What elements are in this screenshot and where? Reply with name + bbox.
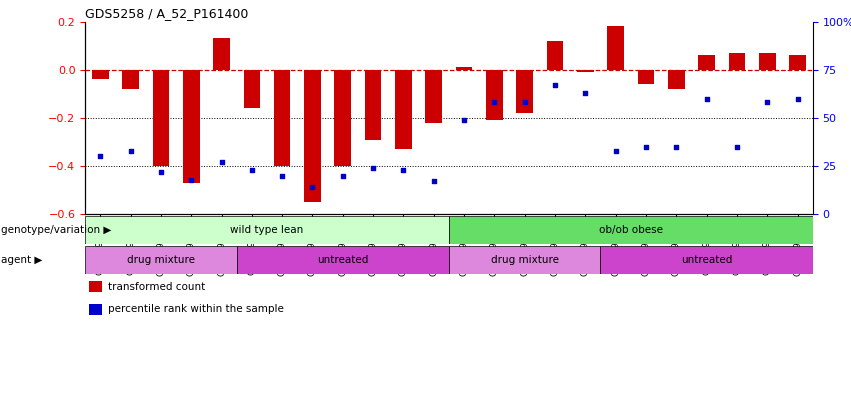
Point (700, 95, 713, 102)
Bar (334, 70, 351, 166)
Point (670, 143, 683, 150)
Bar (456, 67, 472, 70)
Point (548, 82, 562, 88)
Point (245, 167, 259, 173)
Point (185, 176, 198, 183)
Point (397, 167, 410, 173)
Bar (304, 70, 321, 202)
Bar (395, 70, 412, 149)
Bar (89, 281, 102, 292)
Point (730, 143, 744, 150)
Bar (237, 246, 449, 274)
Point (791, 95, 804, 102)
Bar (426, 70, 442, 123)
Bar (85, 246, 237, 274)
Bar (449, 246, 601, 274)
Bar (546, 41, 563, 70)
Bar (85, 216, 449, 244)
Point (154, 169, 168, 175)
Bar (183, 70, 199, 183)
Bar (123, 70, 139, 89)
Point (518, 99, 532, 106)
Text: drug mixture: drug mixture (491, 255, 559, 265)
Point (608, 147, 622, 154)
Point (488, 99, 501, 106)
Bar (89, 304, 102, 315)
Bar (601, 246, 813, 274)
Point (336, 173, 350, 179)
Point (457, 117, 471, 123)
Bar (517, 70, 533, 113)
Bar (759, 53, 775, 70)
Text: wild type lean: wild type lean (231, 225, 304, 235)
Bar (243, 70, 260, 108)
Point (214, 159, 228, 165)
Text: transformed count: transformed count (108, 282, 206, 292)
Bar (486, 70, 503, 120)
Bar (699, 55, 715, 70)
Point (94, 153, 107, 160)
Bar (274, 70, 290, 166)
Text: percentile rank within the sample: percentile rank within the sample (108, 305, 284, 314)
Point (761, 99, 774, 106)
Point (427, 178, 441, 185)
Text: untreated: untreated (317, 255, 368, 265)
Point (306, 184, 319, 190)
Point (276, 173, 289, 179)
Text: GDS5258 / A_52_P161400: GDS5258 / A_52_P161400 (85, 7, 248, 20)
Text: untreated: untreated (681, 255, 732, 265)
Bar (365, 70, 381, 140)
Point (579, 90, 592, 96)
Text: ob/ob obese: ob/ob obese (599, 225, 663, 235)
Text: drug mixture: drug mixture (127, 255, 195, 265)
Bar (449, 216, 813, 244)
Bar (637, 70, 654, 84)
Point (366, 165, 380, 171)
Point (639, 143, 653, 150)
Bar (668, 70, 684, 89)
Bar (608, 26, 624, 70)
Bar (789, 55, 806, 70)
Bar (152, 70, 169, 166)
Text: genotype/variation ▶: genotype/variation ▶ (1, 225, 111, 235)
Bar (214, 39, 230, 70)
Bar (577, 70, 594, 72)
Bar (728, 53, 745, 70)
Point (123, 147, 137, 154)
Text: agent ▶: agent ▶ (1, 255, 43, 265)
Bar (92, 70, 109, 79)
